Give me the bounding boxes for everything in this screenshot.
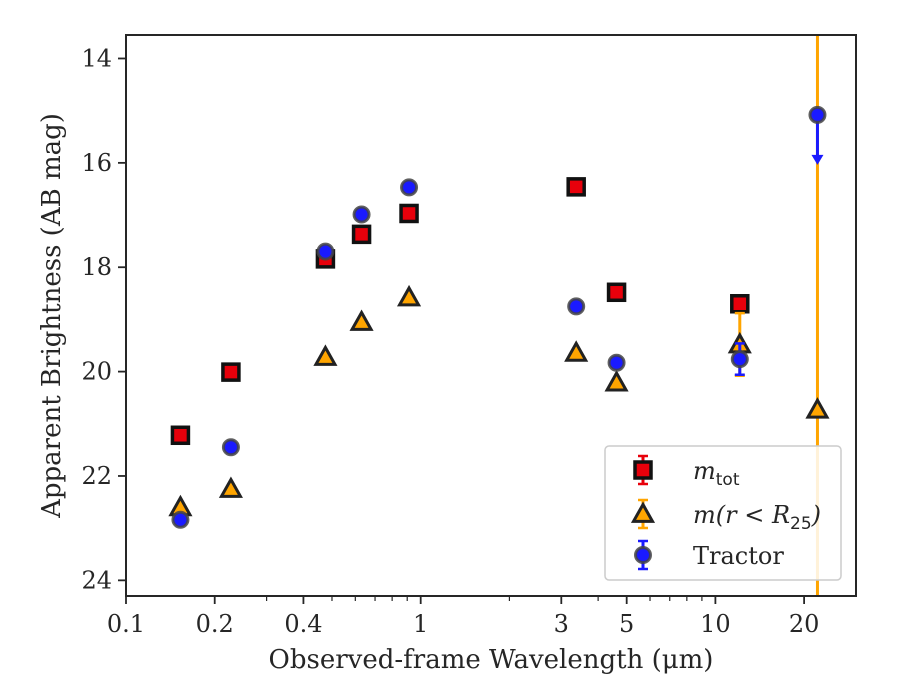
legend-label: m(r < R25): [693, 501, 821, 534]
tractor-point: [400, 178, 419, 197]
x-tick-label: 0.4: [284, 610, 322, 638]
tractor-point: [171, 510, 190, 529]
axes: 0.1 0.2 0.4 1 3 5 10 20 14 16 18 20 22 24: [81, 44, 819, 638]
mr25-point: [564, 340, 589, 362]
legend-label-tail: ): [811, 501, 821, 529]
x-tick-label: 5: [619, 610, 634, 638]
mtot-point: [606, 282, 627, 303]
legend-label-main: m(r < R: [693, 501, 790, 529]
tractor-point: [221, 438, 240, 457]
legend-label-main: m: [693, 457, 716, 485]
tractor-point: [316, 242, 335, 261]
tractor-point: [352, 205, 371, 224]
legend: mtot m(r < R25) Tractor: [604, 445, 842, 581]
legend-box: [604, 445, 842, 581]
mr25-point: [604, 369, 629, 392]
x-tick-label: 3: [554, 610, 569, 638]
y-tick-label: 18: [81, 253, 112, 281]
mtot-point: [399, 203, 419, 224]
legend-label-sub: tot: [716, 470, 740, 490]
legend-label-sub: 25: [790, 514, 812, 534]
tractor-point: [607, 353, 626, 372]
tractor-point: [567, 297, 586, 316]
upper-limit-arrow-head: [811, 154, 824, 165]
tractor-point: [730, 350, 749, 369]
y-tick-label: 20: [81, 358, 112, 386]
legend-label: Tractor: [693, 542, 784, 570]
x-tick-label: 0.1: [107, 610, 145, 638]
mtot-point: [566, 177, 586, 197]
mr25-point: [396, 284, 422, 307]
x-tick-label: 10: [700, 610, 731, 638]
legend-marker-square: [633, 460, 653, 480]
mr25-point: [349, 309, 374, 331]
series-square: [170, 177, 750, 446]
legend-label: mtot: [693, 457, 740, 490]
y-tick-label: 24: [81, 566, 112, 594]
mr25-point: [313, 344, 338, 366]
mtot-point: [170, 425, 191, 446]
mr25-point: [218, 476, 243, 498]
legend-marker-triangle: [630, 501, 656, 523]
y-tick-label: 16: [81, 149, 112, 177]
x-tick-label: 0.2: [196, 610, 234, 638]
plot-area: [168, 35, 830, 596]
legend-marker-circle: [634, 546, 652, 564]
mr25-point: [805, 397, 830, 419]
series-circle: [171, 105, 827, 529]
x-axis-label: Observed-frame Wavelength (μm): [269, 645, 714, 675]
mtot-point: [351, 224, 372, 245]
x-tick-label: 20: [789, 610, 820, 638]
plot-frame: [125, 34, 857, 597]
y-tick-label: 14: [81, 44, 112, 72]
tractor-point: [808, 105, 827, 124]
mtot-point: [730, 294, 750, 314]
y-axis-label: Apparent Brightness (AB mag): [37, 113, 67, 519]
y-tick-label: 22: [81, 462, 112, 490]
mtot-point: [221, 362, 241, 382]
x-tick-label: 1: [413, 610, 428, 638]
